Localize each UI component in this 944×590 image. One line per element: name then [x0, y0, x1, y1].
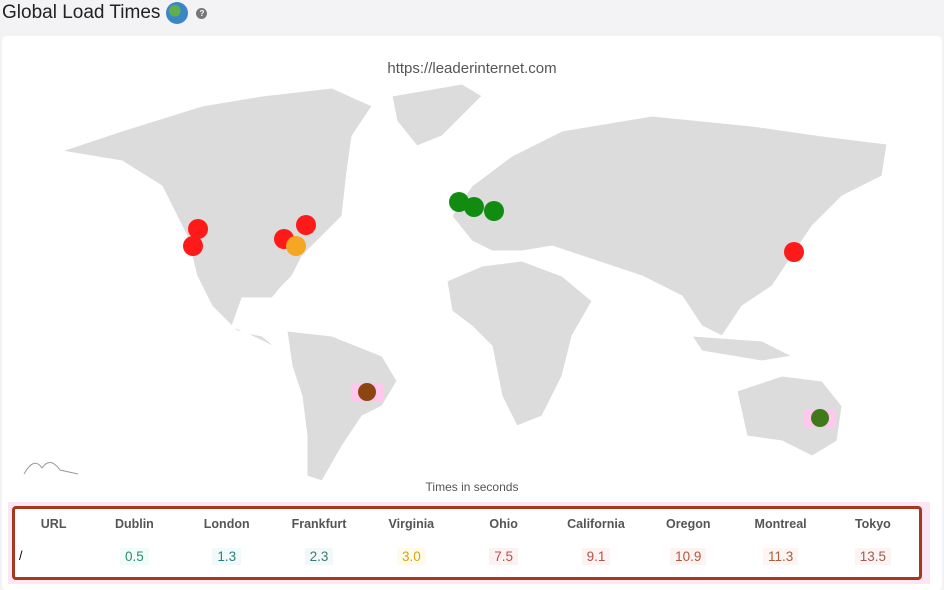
map-caption: Times in seconds — [425, 480, 519, 494]
time-cell: 11.3 — [734, 548, 826, 565]
column-header[interactable]: Dublin — [114, 517, 154, 531]
column-header[interactable]: Montreal — [754, 517, 807, 531]
time-value: 7.5 — [489, 548, 519, 565]
site-url: https://leaderinternet.com — [387, 60, 557, 77]
map-marker-california[interactable] — [183, 236, 203, 256]
time-cell: 13.5 — [827, 548, 919, 565]
africa — [446, 260, 593, 427]
page-title: Global Load Times ? — [2, 2, 208, 24]
help-icon[interactable]: ? — [196, 7, 208, 19]
map-marker[interactable] — [358, 383, 376, 401]
column-header[interactable]: Ohio — [489, 517, 518, 531]
map-marker-tokyo[interactable] — [784, 242, 804, 262]
north-america — [61, 87, 373, 349]
chart-logo-icon — [23, 462, 79, 475]
title-text: Global Load Times — [2, 2, 161, 23]
time-value: 2.3 — [304, 548, 334, 565]
time-value: 13.5 — [854, 548, 892, 565]
map-marker-oregon[interactable] — [188, 219, 208, 239]
time-value: 9.1 — [581, 548, 611, 565]
url-cell: / — [19, 549, 23, 563]
time-cell: 0.5 — [88, 548, 180, 565]
time-cell: 3.0 — [365, 548, 457, 565]
time-cell: 1.3 — [181, 548, 273, 565]
map-marker-frankfurt[interactable] — [484, 201, 504, 221]
time-value: 11.3 — [762, 548, 799, 565]
time-cell: 7.5 — [457, 548, 549, 565]
column-header[interactable]: London — [203, 517, 250, 531]
map-marker[interactable] — [811, 409, 829, 427]
time-value: 0.5 — [120, 548, 149, 565]
column-header[interactable]: California — [567, 517, 625, 531]
south-america — [286, 330, 398, 482]
map-card: https://leaderinternet.com Times in seco… — [2, 36, 942, 590]
globe-icon — [166, 2, 189, 24]
results-table-wrapper: URL Dublin London Frankfurt Virginia Ohio Cali… — [8, 502, 930, 584]
column-header[interactable]: URL — [40, 517, 67, 531]
time-cell: 9.1 — [550, 548, 642, 565]
time-value: 10.9 — [670, 548, 707, 565]
column-header[interactable]: Virginia — [388, 517, 435, 531]
time-cell: 2.3 — [273, 548, 365, 565]
australia — [736, 375, 843, 457]
time-value: 3.0 — [396, 548, 426, 565]
column-header[interactable]: Oregon — [666, 517, 711, 531]
column-header[interactable]: Frankfurt — [291, 517, 347, 531]
indonesia — [691, 335, 794, 362]
time-cell: 10.9 — [642, 548, 734, 565]
greenland — [391, 83, 483, 147]
world-map — [23, 83, 888, 482]
column-header[interactable]: Tokyo — [854, 517, 891, 531]
results-table: URL Dublin London Frankfurt Virginia Ohio Cali… — [12, 506, 922, 580]
table-row: / 0.5 1.3 2.3 3.0 7.5 9.1 10.9 11.3 13.5 — [15, 548, 919, 565]
map-marker-virginia[interactable] — [286, 236, 306, 256]
time-value: 1.3 — [212, 548, 242, 565]
map-marker-london[interactable] — [464, 197, 484, 217]
table-header-row: URL Dublin London Frankfurt Virginia Ohio Cali… — [15, 517, 919, 531]
map-marker-montreal[interactable] — [296, 215, 316, 235]
europe-asia — [451, 115, 888, 337]
